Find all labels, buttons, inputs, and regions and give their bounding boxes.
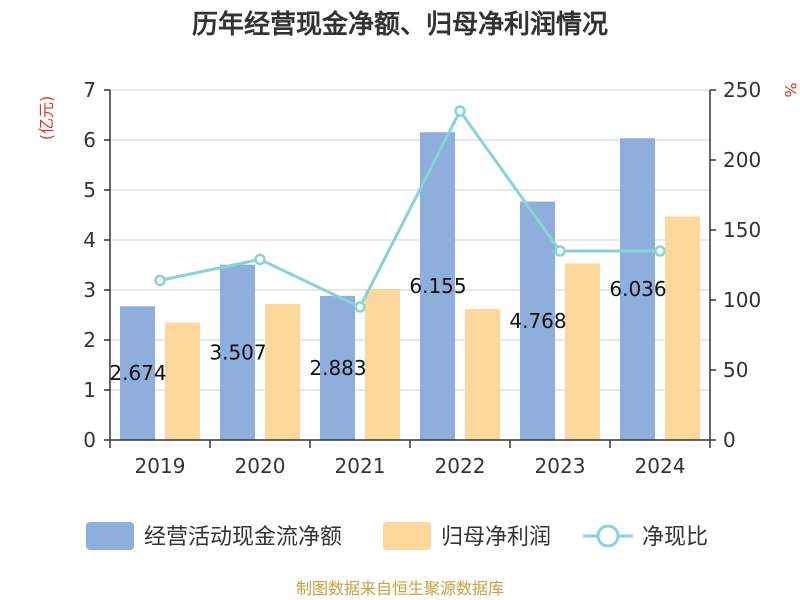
legend-marker-ratio [596, 524, 620, 548]
bar-net-profit [165, 322, 200, 440]
bar-cashflow [320, 295, 355, 440]
data-labels: 2.674 3.507 2.883 6.155 4.768 6.036 [109, 274, 666, 385]
data-label-cashflow: 2.674 [109, 361, 166, 385]
right-tick-label: 250 [723, 78, 761, 102]
right-axis-unit: % [781, 82, 800, 97]
left-tick-label: 2 [83, 328, 96, 352]
bar-cashflow [420, 132, 455, 440]
x-tick-label: 2024 [635, 454, 686, 478]
bars [120, 132, 700, 440]
left-tick-label: 3 [83, 278, 96, 302]
ratio-point [454, 105, 466, 117]
data-label-cashflow: 6.155 [409, 274, 466, 298]
left-tick-label: 6 [83, 128, 96, 152]
x-tick-label: 2021 [335, 454, 386, 478]
left-tick-label: 0 [83, 428, 96, 452]
ratio-point [254, 253, 266, 266]
bar-cashflow [620, 138, 655, 440]
x-tick-label: 2022 [435, 454, 486, 478]
bar-net-profit [365, 289, 400, 440]
data-label-cashflow: 3.507 [209, 340, 266, 364]
bar-net-profit [265, 304, 300, 440]
right-tick-label: 100 [723, 288, 761, 312]
ratio-point [554, 245, 566, 257]
legend-label-ratio: 净现比 [642, 525, 708, 550]
axes [109, 90, 711, 448]
source-note: 制图数据来自恒生聚源数据库 [296, 579, 504, 598]
bar-net-profit [465, 309, 500, 440]
left-tick-label: 5 [83, 178, 96, 202]
left-axis-unit: (亿元) [37, 96, 56, 141]
left-tick-label: 1 [83, 378, 96, 402]
legend-swatch-net-profit [383, 522, 431, 550]
right-tick-label: 150 [723, 218, 761, 242]
data-label-cashflow: 2.883 [309, 356, 366, 380]
ratio-point [654, 245, 666, 257]
ratio-point [154, 274, 166, 287]
ratio-line [154, 105, 666, 313]
x-tick-label: 2019 [135, 454, 186, 478]
legend-item-cashflow[interactable]: 经营活动现金流净额 [86, 522, 342, 550]
x-tick-label: 2023 [535, 454, 586, 478]
bar-net-profit [565, 263, 600, 440]
right-tick-label: 50 [723, 358, 748, 382]
legend: 经营活动现金流净额 归母净利润 净现比 [86, 522, 708, 550]
left-tick-label: 7 [83, 78, 96, 102]
data-label-cashflow: 4.768 [509, 309, 566, 333]
data-label-cashflow: 6.036 [609, 277, 666, 301]
tick-labels: 0 1 2 3 4 5 6 7 0 50 100 150 200 250 2019 2020 2021 2022 2… [83, 78, 761, 478]
legend-label-cashflow: 经营活动现金流净额 [144, 525, 342, 550]
right-tick-label: 0 [723, 428, 736, 452]
chart-title: 历年经营现金净额、归母净利润情况 [192, 9, 608, 40]
bar-cashflow [220, 264, 255, 440]
left-tick-label: 4 [83, 228, 96, 252]
x-tick-label: 2020 [235, 454, 286, 478]
bar-net-profit [665, 216, 700, 440]
bar-cashflow [520, 201, 555, 440]
legend-swatch-cashflow [86, 522, 134, 550]
legend-item-ratio[interactable]: 净现比 [583, 524, 708, 550]
gridlines [104, 89, 716, 441]
bar-cashflow [120, 306, 155, 440]
right-tick-label: 200 [723, 148, 761, 172]
legend-label-net-profit: 归母净利润 [441, 525, 551, 550]
legend-item-net-profit[interactable]: 归母净利润 [383, 522, 551, 550]
ratio-point [354, 301, 366, 313]
ratio-line-path [159, 108, 660, 309]
